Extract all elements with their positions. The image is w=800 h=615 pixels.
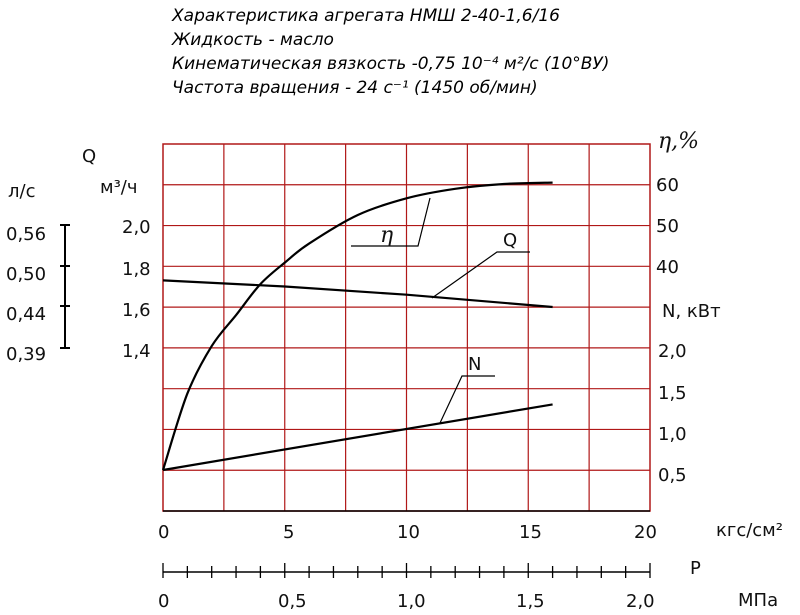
x-axis-label: P <box>690 558 701 579</box>
x-tick: 10 <box>397 522 420 543</box>
n-tick: 0,5 <box>658 465 687 486</box>
chart-title: Характеристика агрегата НМШ 2-40-1,6/16 <box>172 6 560 26</box>
q-tick-ls: 0,56 <box>6 224 46 245</box>
n-curve <box>162 403 553 472</box>
q-tick-m3h: 1,6 <box>122 300 151 321</box>
q-unit-ls: л/с <box>8 181 35 202</box>
q-axis-label: Q <box>82 146 96 167</box>
q-tick-m3h: 1,4 <box>122 341 151 362</box>
eta-curve <box>161 181 553 471</box>
x-tick: 20 <box>634 522 657 543</box>
q-unit-m3h: м³/ч <box>100 177 138 198</box>
eta-tick: 50 <box>656 216 679 237</box>
q-tick-ls: 0,50 <box>6 264 46 285</box>
eta-tick: 40 <box>656 257 679 278</box>
chart-grid <box>162 143 651 512</box>
eta-leader-line <box>351 197 431 247</box>
eta-axis-label: η,% <box>658 129 699 154</box>
x2-unit-mpa: МПа <box>738 590 778 611</box>
secondary-axis-ticks <box>162 563 651 578</box>
x2-tick: 2,0 <box>626 591 655 612</box>
x2-tick: 1,0 <box>397 591 426 612</box>
x-tick: 5 <box>283 522 294 543</box>
n-leader-line <box>439 375 495 424</box>
n-axis-label: N, кВт <box>662 301 721 322</box>
x-tick: 0 <box>158 522 169 543</box>
n-tick: 1,5 <box>658 383 687 404</box>
viscosity-line: Кинематическая вязкость -0,75 10⁻⁴ м²/с … <box>172 54 610 74</box>
q-curve <box>162 279 553 309</box>
fluid-line: Жидкость - масло <box>172 30 334 50</box>
x-unit-kgs: кгс/см² <box>716 520 783 541</box>
x-tick: 15 <box>519 522 542 543</box>
chart-header: Характеристика агрегата НМШ 2-40-1,6/16 … <box>172 4 772 100</box>
eta-tick: 60 <box>656 175 679 196</box>
x2-tick: 1,5 <box>516 591 545 612</box>
x2-tick: 0 <box>158 591 169 612</box>
q-tick-m3h: 1,8 <box>122 259 151 280</box>
n-tick: 2,0 <box>658 341 687 362</box>
x2-tick: 0,5 <box>278 591 307 612</box>
n-tick: 1,0 <box>658 424 687 445</box>
eta-curve-label: η <box>380 223 393 248</box>
q-tick-m3h: 2,0 <box>122 217 151 238</box>
q-tick-ls: 0,39 <box>6 344 46 365</box>
rotation-speed-line: Частота вращения - 24 с⁻¹ (1450 об/мин) <box>172 78 538 98</box>
n-curve-label: N <box>468 354 481 375</box>
q-tick-ls: 0,44 <box>6 304 46 325</box>
q-leader-line <box>431 251 530 299</box>
q-curve-label: Q <box>503 230 517 251</box>
